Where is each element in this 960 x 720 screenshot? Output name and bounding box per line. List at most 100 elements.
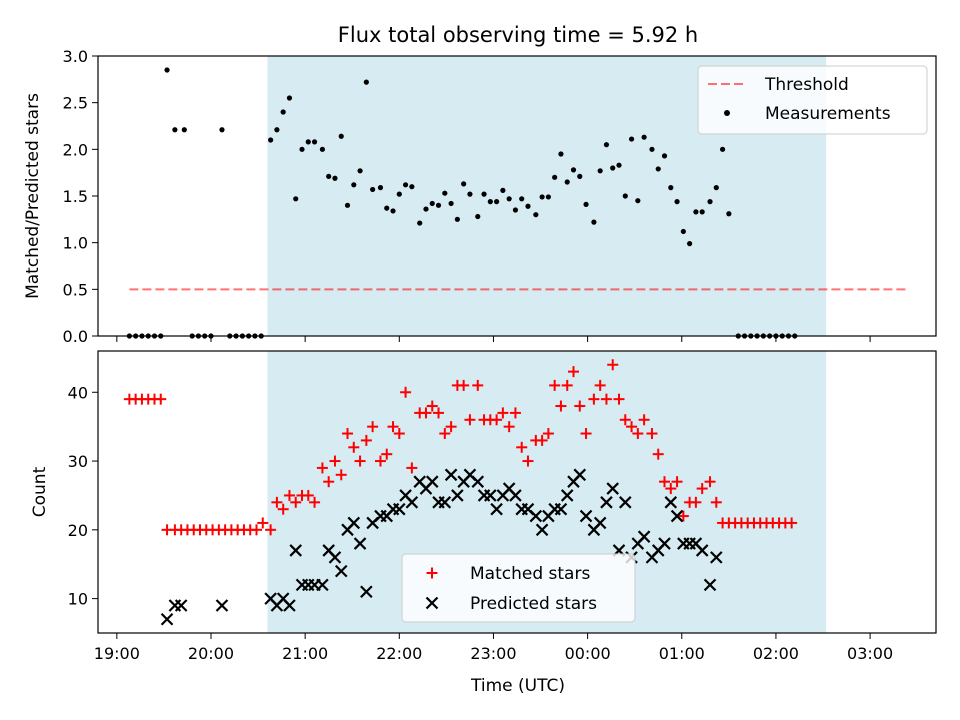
top-y-tick-label: 1.5 bbox=[63, 187, 88, 206]
x-stroke-b bbox=[695, 544, 709, 557]
bottom-y-tick-label: 10 bbox=[68, 590, 88, 609]
matched-star-marker bbox=[271, 496, 283, 508]
x-stroke-b bbox=[463, 468, 477, 482]
matched-legend-label: Matched stars bbox=[470, 564, 590, 584]
measurement-point bbox=[481, 191, 487, 197]
predicted-star-marker bbox=[535, 523, 549, 537]
x-stroke-b bbox=[560, 489, 574, 502]
predicted-star-marker bbox=[593, 516, 607, 530]
x-stroke-b bbox=[413, 475, 426, 488]
matched-star-marker bbox=[690, 496, 702, 508]
x-stroke-b bbox=[160, 612, 174, 626]
matched-star-marker bbox=[277, 503, 289, 515]
measurement-point bbox=[357, 168, 363, 174]
matched-star-marker bbox=[406, 462, 418, 474]
matched-star-marker bbox=[561, 379, 573, 391]
matched-star-marker bbox=[659, 476, 671, 488]
x-stroke-b bbox=[689, 537, 703, 550]
predicted-star-marker bbox=[573, 468, 587, 482]
matched-star-marker bbox=[155, 393, 167, 405]
matched-star-marker bbox=[671, 476, 683, 488]
measurement-point bbox=[668, 185, 674, 191]
x-stroke-b bbox=[215, 599, 229, 612]
measurement-point bbox=[641, 134, 647, 140]
measurement-point bbox=[687, 241, 693, 247]
measurement-point bbox=[338, 133, 344, 139]
matched-star-marker bbox=[302, 489, 314, 501]
x-stroke-b bbox=[579, 509, 593, 523]
x-stroke-b bbox=[703, 578, 717, 592]
x-stroke-b bbox=[283, 599, 296, 612]
measurement-point bbox=[311, 139, 318, 145]
measurement-point bbox=[172, 127, 178, 133]
matched-star-marker bbox=[360, 434, 372, 446]
matched-star-marker bbox=[458, 379, 470, 391]
predicted-star-marker bbox=[703, 578, 717, 592]
predicted-star-marker bbox=[509, 489, 522, 502]
measurement-point bbox=[326, 173, 332, 179]
bottom-y-tick-label: 20 bbox=[68, 521, 88, 540]
predicted-star-marker bbox=[328, 551, 342, 564]
matched-star-marker bbox=[290, 496, 302, 508]
bottom-legend-box bbox=[401, 553, 636, 623]
measurement-point bbox=[649, 146, 655, 152]
x-stroke-b bbox=[451, 489, 464, 502]
x-stroke-b bbox=[425, 596, 439, 610]
threshold-legend-label: Threshold bbox=[764, 75, 849, 95]
matched-star-marker bbox=[574, 400, 586, 412]
matched-star-marker bbox=[497, 407, 509, 419]
measurement-point bbox=[219, 127, 225, 133]
predicted-star-marker bbox=[619, 496, 632, 509]
measurement-point bbox=[467, 191, 473, 197]
x-stroke-b bbox=[316, 578, 329, 592]
measurement-point bbox=[181, 127, 187, 133]
matched-star-marker bbox=[638, 414, 650, 426]
matched-legend-marker bbox=[426, 567, 438, 579]
measurement-point bbox=[164, 67, 170, 73]
x-stroke-b bbox=[606, 482, 620, 495]
measurement-point bbox=[583, 201, 589, 207]
x-stroke-b bbox=[573, 468, 587, 482]
matched-star-marker bbox=[677, 510, 689, 522]
measurement-point bbox=[417, 220, 423, 226]
matched-star-marker bbox=[542, 428, 554, 440]
measurement-point bbox=[680, 228, 686, 235]
x-stroke-b bbox=[289, 544, 303, 557]
predicted-star-marker bbox=[490, 502, 503, 516]
matched-star-marker bbox=[354, 455, 366, 467]
matched-star-marker bbox=[607, 359, 619, 371]
measurement-point bbox=[429, 200, 435, 207]
x-stroke-b bbox=[658, 537, 671, 550]
matched-stars-points bbox=[123, 359, 798, 536]
top-axes-frame bbox=[97, 55, 937, 337]
predicted-star-marker bbox=[438, 496, 452, 509]
top-panel: 0.0 0.5 1.0 1.5 2.0 2.5 3.0 Matched/Predicted … bbox=[23, 47, 937, 346]
measurement-point bbox=[570, 167, 577, 173]
x-stroke-b bbox=[328, 551, 342, 564]
x-stroke-b bbox=[619, 496, 632, 509]
measurement-point bbox=[475, 213, 481, 220]
matched-star-marker bbox=[323, 476, 335, 488]
top-y-tick-label: 1.0 bbox=[63, 234, 88, 253]
top-y-tick-label: 3.0 bbox=[63, 47, 88, 66]
measurement-point bbox=[616, 162, 622, 168]
measurement-point bbox=[597, 168, 603, 174]
measurement-point bbox=[299, 146, 305, 152]
matched-star-marker bbox=[335, 469, 347, 481]
measurement-point bbox=[280, 109, 286, 115]
matched-star-marker bbox=[491, 414, 503, 426]
bottom-y-tick-label: 30 bbox=[68, 452, 88, 471]
x-stroke-b bbox=[521, 502, 535, 516]
predicted-star-marker bbox=[560, 489, 574, 502]
predicted-star-marker bbox=[710, 551, 723, 564]
matched-star-marker bbox=[704, 476, 716, 488]
measurement-point bbox=[699, 209, 705, 215]
matched-star-marker bbox=[613, 393, 625, 405]
x-stroke-b bbox=[264, 592, 277, 605]
measurement-point bbox=[719, 146, 726, 152]
measurement-point bbox=[423, 206, 429, 212]
x-stroke-b bbox=[425, 475, 439, 488]
predicted-star-marker bbox=[289, 544, 303, 557]
x-stroke-b bbox=[347, 516, 361, 530]
x-stroke-b bbox=[509, 489, 522, 502]
